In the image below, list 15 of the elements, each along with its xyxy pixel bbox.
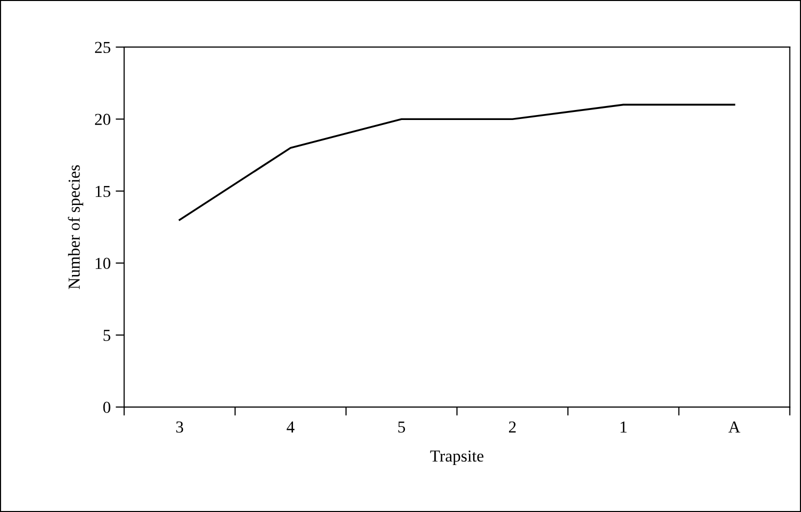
y-tick-label: 20 xyxy=(95,114,110,126)
x-tick-label: 5 xyxy=(398,422,406,433)
line-series xyxy=(178,104,736,221)
x-tick-label: A xyxy=(728,421,740,432)
x-tick-label: 3 xyxy=(176,421,184,433)
y-tick-label: 25 xyxy=(95,42,110,54)
x-tick-label: 2 xyxy=(509,421,516,432)
y-tick-label: 10 xyxy=(96,258,110,270)
x-tick-label: 4 xyxy=(286,422,294,432)
y-tick-label: 0 xyxy=(103,402,110,413)
x-tick-label: 1 xyxy=(620,421,627,432)
y-axis-title: Number of species xyxy=(68,165,84,290)
y-tick-label: 15 xyxy=(96,186,110,198)
x-axis-title: Trapsite xyxy=(430,450,484,466)
y-tick-label: 5 xyxy=(104,330,110,341)
